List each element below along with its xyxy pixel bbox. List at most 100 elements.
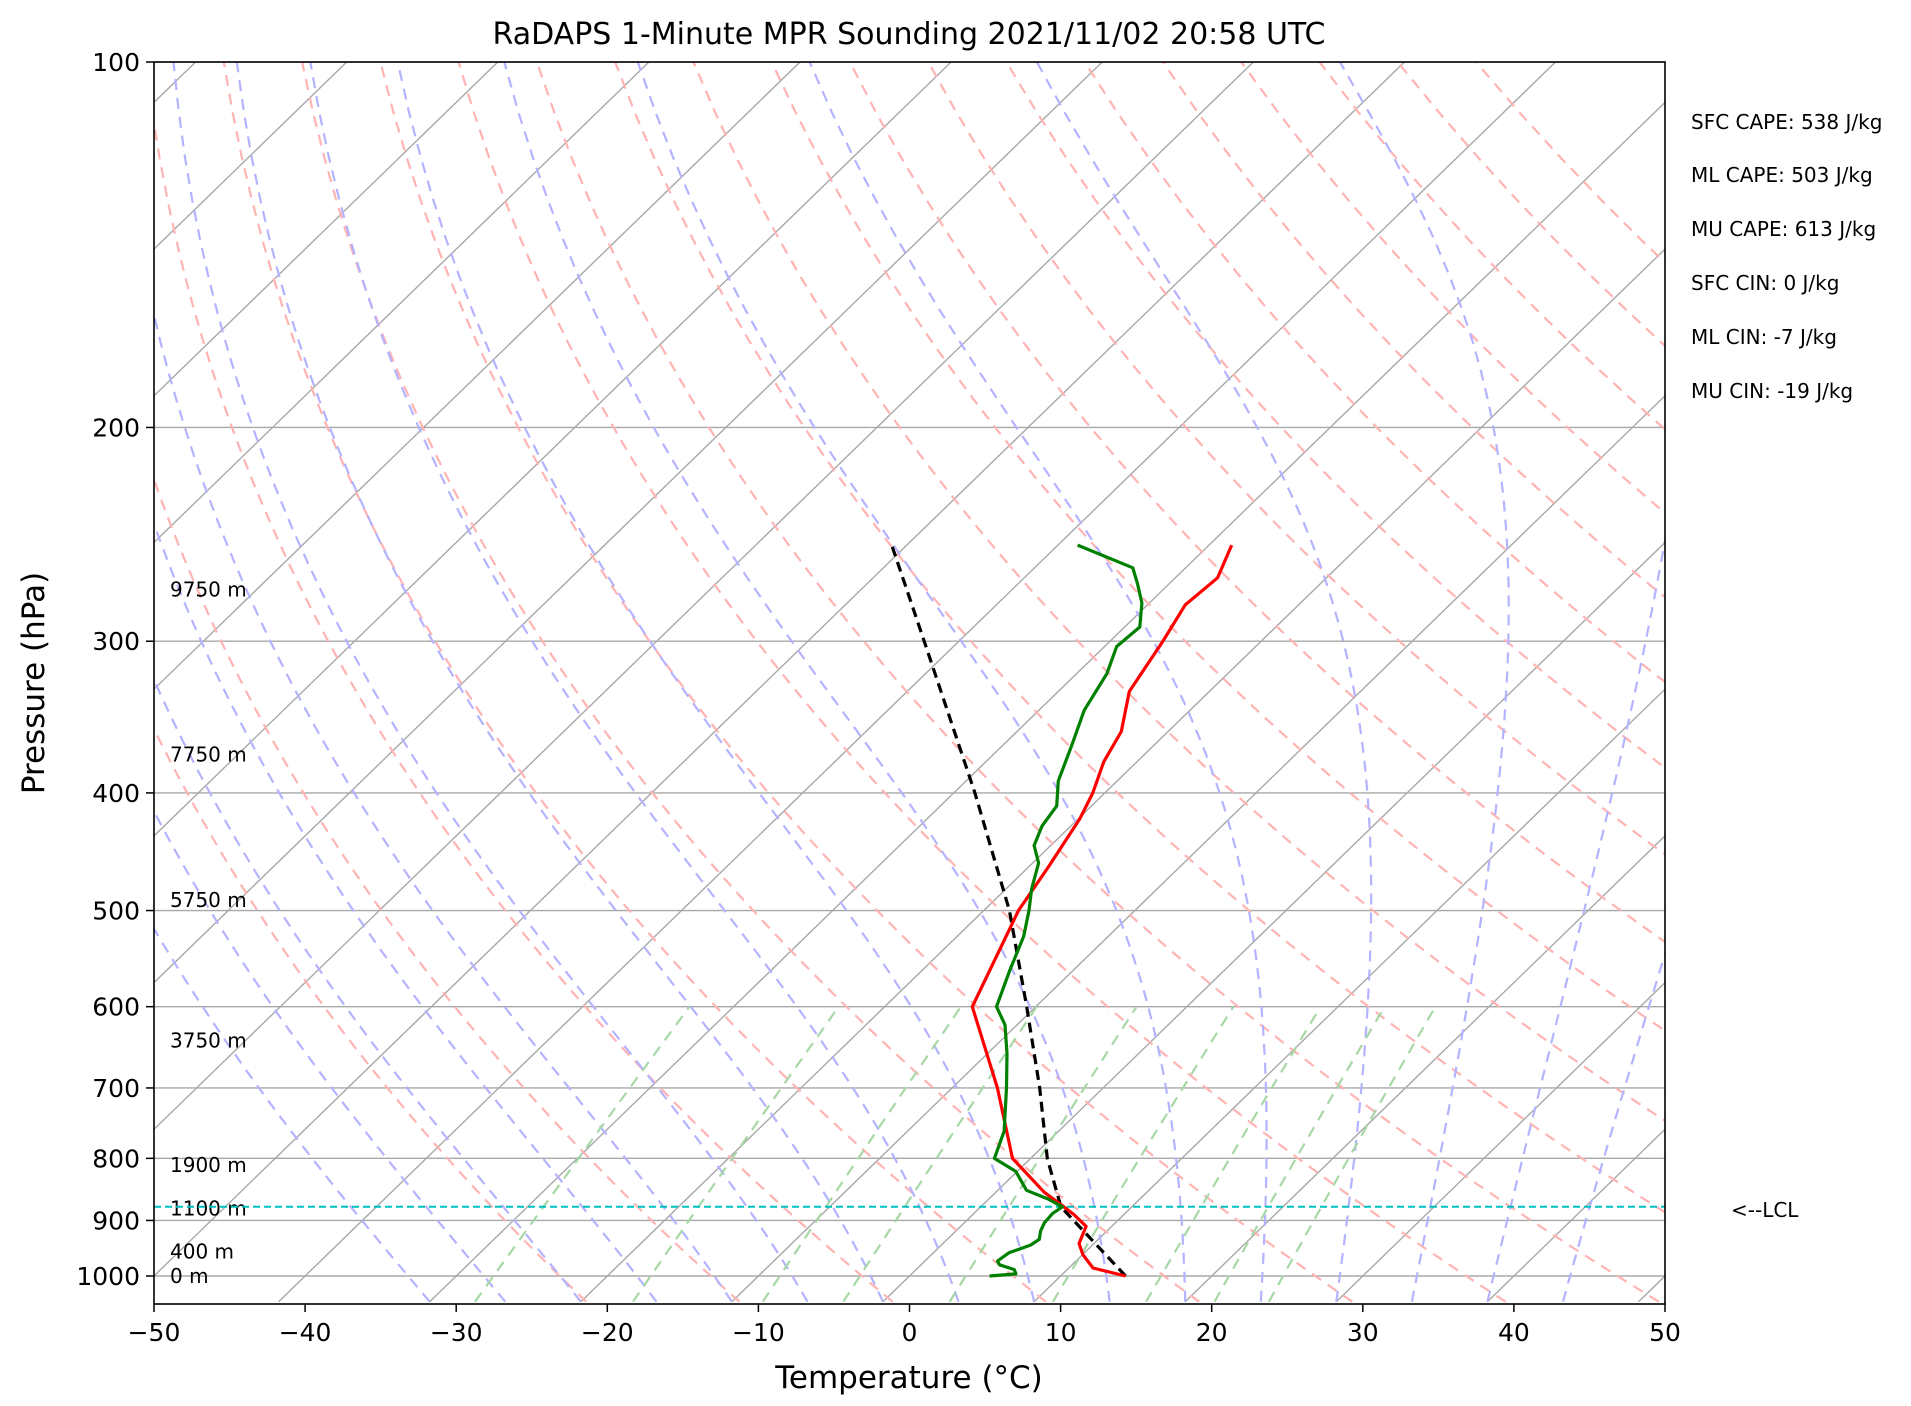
y-tick-label: 300 bbox=[92, 627, 140, 656]
moist-adiabat-line bbox=[309, 62, 960, 1303]
x-tick-label: 0 bbox=[902, 1318, 918, 1347]
dry-adiabat-line bbox=[222, 62, 1047, 1303]
x-axis-ticks: −50 −40 −30 −20 −10 0 10 20 30 40 50 bbox=[128, 1304, 1681, 1347]
isotherms bbox=[154, 62, 1665, 1303]
x-tick-label: −10 bbox=[732, 1318, 785, 1347]
moist-adiabat-line bbox=[154, 809, 507, 1303]
dry-adiabat-line bbox=[457, 62, 1507, 1303]
moist-adiabat-line bbox=[396, 62, 1036, 1302]
moist-adiabat-line bbox=[808, 62, 1268, 1302]
height-label: 1900 m bbox=[170, 1153, 247, 1177]
isotherm-line bbox=[1184, 834, 1665, 1303]
height-label: 0 m bbox=[170, 1264, 209, 1288]
y-tick-label: 1000 bbox=[76, 1262, 140, 1291]
ml-cape-label: ML CAPE: 503 J/kg bbox=[1691, 163, 1873, 187]
dry-adiabat-line bbox=[379, 62, 1353, 1303]
moist-adiabat-line bbox=[503, 62, 1111, 1302]
mu-cape-label: MU CAPE: 613 J/kg bbox=[1691, 217, 1876, 241]
y-tick-label: 700 bbox=[92, 1074, 140, 1103]
sfc-cape-label: SFC CAPE: 538 J/kg bbox=[1691, 110, 1882, 134]
moist-adiabat-line bbox=[154, 310, 733, 1303]
x-tick-label: 20 bbox=[1196, 1318, 1228, 1347]
isotherm-line bbox=[1033, 688, 1665, 1303]
isotherm-line bbox=[154, 62, 499, 397]
isotherm-line bbox=[580, 248, 1665, 1303]
y-tick-label: 900 bbox=[92, 1206, 140, 1235]
isotherm-line bbox=[1335, 981, 1665, 1303]
dry-adiabat-line bbox=[154, 476, 741, 1303]
moist-adiabat-line bbox=[154, 677, 582, 1303]
dry-adiabat-line bbox=[692, 62, 1665, 1123]
x-tick-label: 30 bbox=[1347, 1318, 1379, 1347]
isotherm-line bbox=[154, 62, 952, 837]
dry-adiabat-line bbox=[848, 62, 1665, 944]
isotherm-line bbox=[154, 62, 1254, 1131]
y-tick-label: 600 bbox=[92, 993, 140, 1022]
isotherm-line bbox=[154, 62, 1103, 984]
height-label: 7750 m bbox=[170, 743, 247, 767]
moist-adiabat-line bbox=[235, 62, 884, 1303]
x-tick-label: −20 bbox=[581, 1318, 634, 1347]
mixing-ratio-line bbox=[761, 1006, 962, 1303]
moist-adiabat-line bbox=[154, 926, 431, 1303]
height-label: 9750 m bbox=[170, 578, 247, 602]
isotherm-line bbox=[731, 394, 1665, 1303]
sounding-series bbox=[154, 543, 1665, 1278]
mixing-ratio-line bbox=[842, 1006, 1038, 1303]
mixing-ratio-line bbox=[1145, 1006, 1322, 1303]
dry-adiabat-line bbox=[154, 726, 587, 1303]
lcl-label: <--LCL bbox=[1731, 1198, 1799, 1222]
x-tick-label: 40 bbox=[1498, 1318, 1530, 1347]
isotherm-line bbox=[429, 101, 1665, 1303]
dry-adiabat-line bbox=[301, 62, 1200, 1303]
height-label: 400 m bbox=[170, 1240, 234, 1264]
isotherm-line bbox=[154, 62, 1405, 1277]
moist-adiabat-line bbox=[172, 62, 809, 1303]
parcel-profile-line bbox=[890, 544, 1127, 1278]
moist-adiabat-line bbox=[1035, 62, 1373, 1302]
moist-adiabat-line bbox=[1561, 950, 1665, 1302]
dry-adiabat-line bbox=[535, 62, 1660, 1303]
isotherm-line bbox=[154, 62, 650, 544]
dry-adiabat-line bbox=[927, 62, 1665, 856]
y-tick-label: 800 bbox=[92, 1144, 140, 1173]
moist-adiabat-line bbox=[636, 62, 1187, 1302]
height-label: 1100 m bbox=[170, 1197, 247, 1221]
mixing-ratio-line bbox=[632, 1006, 840, 1303]
mixing-ratio-line bbox=[1051, 1006, 1235, 1303]
stability-indices: SFC CAPE: 538 J/kg ML CAPE: 503 J/kg MU … bbox=[1691, 110, 1882, 403]
y-axis-ticks: 100 200 300 400 500 600 700 800 900 1000 bbox=[76, 48, 154, 1291]
mixing-ratio-line bbox=[474, 1006, 691, 1303]
x-tick-label: −50 bbox=[128, 1318, 181, 1347]
temperature-line bbox=[970, 544, 1234, 1278]
isotherm-line bbox=[154, 62, 801, 691]
isotherm-line bbox=[278, 62, 1557, 1303]
sfc-cin-label: SFC CIN: 0 J/kg bbox=[1691, 271, 1839, 295]
moist-adiabat-line bbox=[1486, 533, 1665, 1302]
dewpoint-line bbox=[989, 543, 1144, 1278]
y-tick-label: 500 bbox=[92, 897, 140, 926]
y-tick-label: 100 bbox=[92, 48, 140, 77]
height-label: 3750 m bbox=[170, 1029, 247, 1053]
height-label: 5750 m bbox=[170, 888, 247, 912]
x-tick-label: 50 bbox=[1649, 1318, 1681, 1347]
x-tick-label: −30 bbox=[430, 1318, 483, 1347]
ml-cin-label: ML CIN: -7 J/kg bbox=[1691, 325, 1837, 349]
mixing-ratio-line bbox=[1213, 1006, 1386, 1303]
background-lines bbox=[154, 62, 1665, 1303]
x-axis-label: Temperature (°C) bbox=[774, 1360, 1043, 1396]
y-tick-label: 400 bbox=[92, 779, 140, 808]
mixing-ratio-line bbox=[1267, 1006, 1437, 1303]
moist-adiabats bbox=[154, 62, 1665, 1303]
x-tick-label: −40 bbox=[279, 1318, 332, 1347]
moist-adiabat-line bbox=[154, 520, 658, 1303]
dry-adiabat-line bbox=[770, 62, 1665, 1033]
chart-title: RaDAPS 1-Minute MPR Sounding 2021/11/02 … bbox=[493, 17, 1326, 52]
mixing-ratio-lines bbox=[474, 1006, 1437, 1303]
dry-adiabats bbox=[154, 62, 1665, 1303]
isotherm-line bbox=[882, 541, 1665, 1303]
x-tick-label: 10 bbox=[1045, 1318, 1077, 1347]
y-axis-label: Pressure (hPa) bbox=[16, 572, 52, 794]
mixing-ratio-line bbox=[948, 1006, 1138, 1303]
